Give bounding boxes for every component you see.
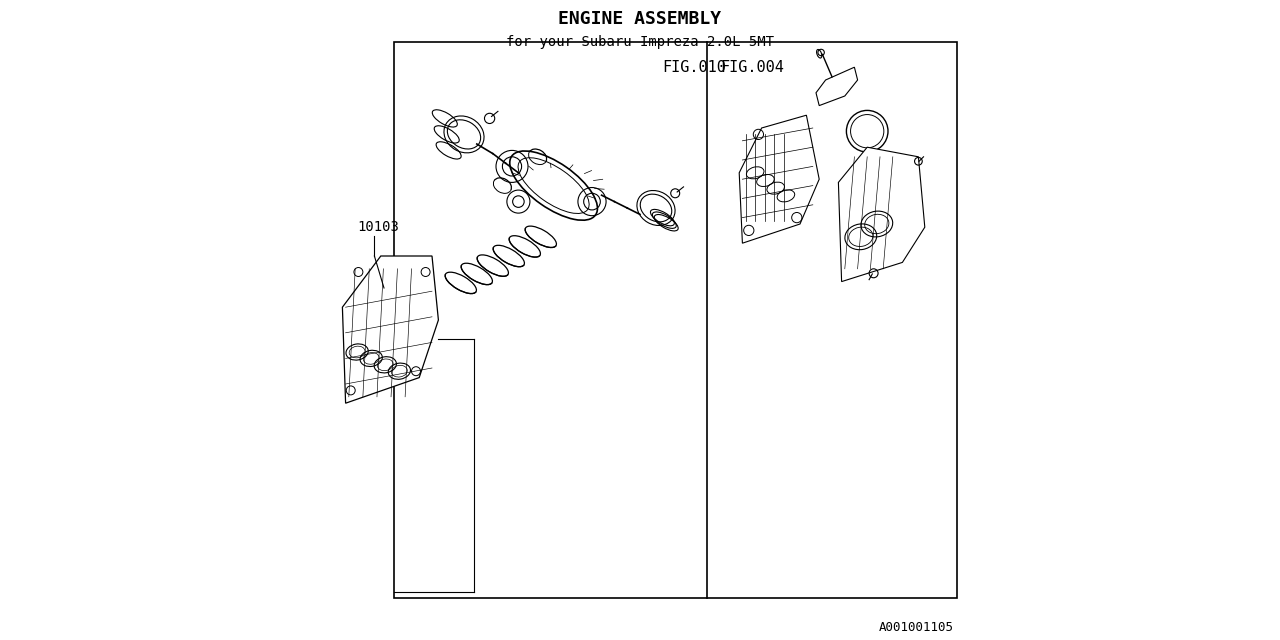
Text: ENGINE ASSEMBLY: ENGINE ASSEMBLY — [558, 10, 722, 28]
Polygon shape — [343, 256, 438, 403]
Text: A001001105: A001001105 — [878, 621, 954, 634]
Polygon shape — [740, 115, 819, 243]
Text: FIG.004: FIG.004 — [719, 60, 783, 75]
Bar — [394, 42, 957, 598]
Text: 10103: 10103 — [357, 220, 399, 234]
Text: FIG.010: FIG.010 — [663, 60, 726, 75]
Text: for your Subaru Impreza 2.0L 5MT: for your Subaru Impreza 2.0L 5MT — [506, 35, 774, 49]
Polygon shape — [817, 67, 858, 106]
Polygon shape — [838, 147, 924, 282]
